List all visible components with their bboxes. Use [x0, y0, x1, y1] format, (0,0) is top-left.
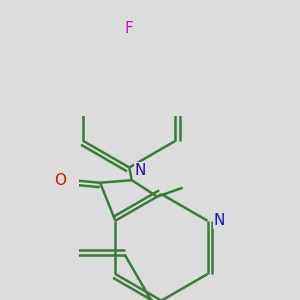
- Text: F: F: [125, 21, 134, 36]
- Text: N: N: [134, 163, 146, 178]
- Text: N: N: [213, 213, 225, 228]
- Text: O: O: [54, 173, 66, 188]
